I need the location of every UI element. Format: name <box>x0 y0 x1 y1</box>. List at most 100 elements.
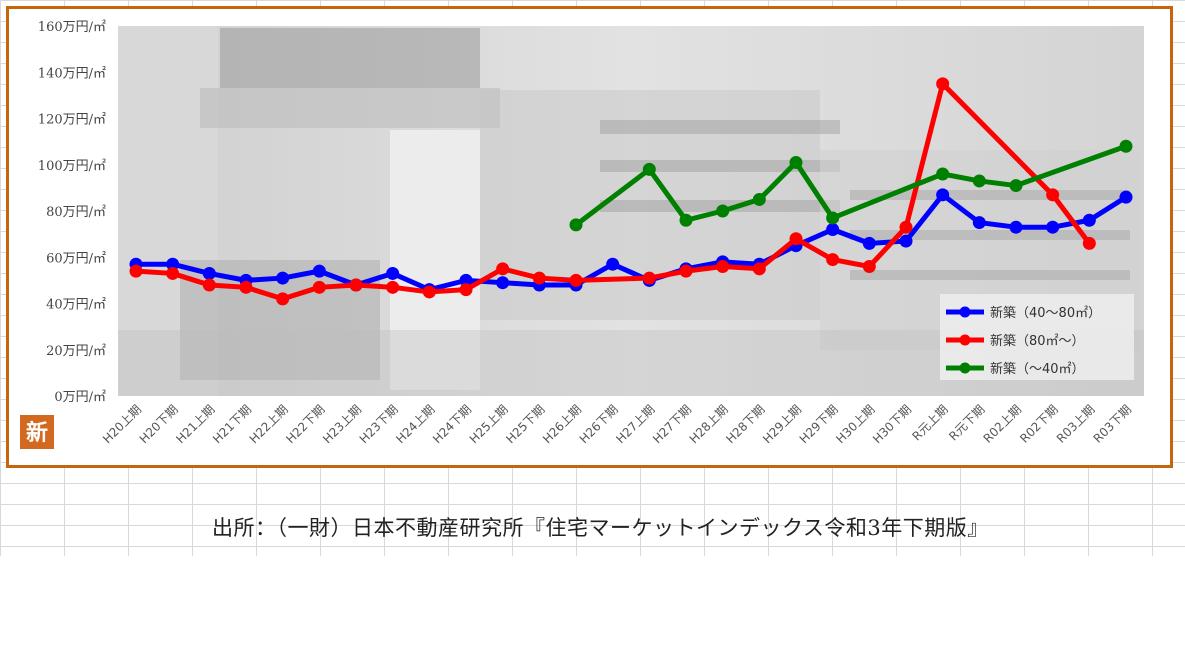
source-note: 出所：（一財）日本不動産研究所『住宅マーケットインデックス令和3年下期版』 <box>212 516 989 540</box>
x-tick-label: H23下期 <box>357 402 401 446</box>
data-point <box>276 271 290 285</box>
data-point <box>166 266 180 280</box>
data-point <box>936 188 950 202</box>
data-point <box>752 262 766 276</box>
legend-marker <box>959 306 971 318</box>
data-point <box>1046 188 1060 202</box>
legend-marker <box>959 334 971 346</box>
data-point <box>386 266 400 280</box>
x-tick-label: R02上期 <box>981 402 1025 446</box>
x-tick-label: H24上期 <box>393 402 437 446</box>
y-tick-label: 80万円/㎡ <box>46 205 106 220</box>
data-point <box>1082 236 1096 250</box>
legend-entry: 新築（80㎡～） <box>990 333 1085 349</box>
data-point <box>1046 220 1060 234</box>
data-point <box>716 260 730 273</box>
x-tick-label: H25上期 <box>467 402 511 446</box>
data-point <box>312 264 326 278</box>
data-point <box>679 213 693 227</box>
x-tick-label: H26上期 <box>540 402 584 446</box>
data-point <box>386 280 400 294</box>
data-point <box>202 266 216 280</box>
x-tick-label: R元上期 <box>910 402 951 443</box>
data-point <box>1119 190 1133 204</box>
x-tick-label: H30下期 <box>870 402 914 446</box>
y-tick-label: 60万円/㎡ <box>46 251 106 266</box>
x-tick-label: H22上期 <box>247 402 291 446</box>
data-point <box>972 174 986 188</box>
series-lines <box>129 77 1133 306</box>
legend-marker <box>959 362 971 374</box>
legend-entry: 新築（～40㎡） <box>990 361 1085 377</box>
x-tick-label: H26下期 <box>577 402 621 446</box>
data-point <box>1009 179 1023 193</box>
data-point <box>1119 139 1133 153</box>
data-point <box>239 280 253 294</box>
data-point <box>569 218 583 232</box>
data-point <box>679 264 693 278</box>
data-point <box>569 273 583 287</box>
x-tick-label: H21上期 <box>173 402 217 446</box>
data-point <box>899 234 913 248</box>
data-point <box>789 232 803 246</box>
x-tick-label: H27下期 <box>650 402 694 446</box>
data-point <box>642 271 656 285</box>
data-point <box>862 260 876 273</box>
y-tick-label: 120万円/㎡ <box>38 113 106 128</box>
data-point <box>496 262 510 276</box>
legend-entry: 新築（40～80㎡） <box>990 305 1101 321</box>
data-point <box>642 162 656 176</box>
x-tick-label: H28上期 <box>687 402 731 446</box>
y-tick-label: 0万円/㎡ <box>54 390 106 405</box>
x-tick-label: H21下期 <box>210 402 254 446</box>
data-point <box>459 283 473 297</box>
data-point <box>936 77 950 91</box>
data-point <box>606 257 620 271</box>
data-point <box>496 276 510 290</box>
data-point <box>1082 213 1096 227</box>
shin-icon-label: 新 <box>26 420 48 446</box>
x-tick-label: H29上期 <box>760 402 804 446</box>
x-tick-label: H22下期 <box>283 402 327 446</box>
y-axis-ticks: 0万円/㎡ 20万円/㎡ 40万円/㎡ 60万円/㎡ 80万円/㎡ 100万円/㎡ 120万… <box>38 20 106 405</box>
y-tick-label: 160万円/㎡ <box>38 20 106 35</box>
x-tick-label: H24下期 <box>430 402 474 446</box>
data-point <box>422 285 436 299</box>
data-point <box>862 236 876 250</box>
data-point <box>752 192 766 206</box>
data-point <box>716 204 730 218</box>
x-tick-label: H30上期 <box>833 402 877 446</box>
data-point <box>312 280 326 294</box>
data-point <box>459 273 473 287</box>
data-point <box>166 257 180 271</box>
data-point <box>972 216 986 230</box>
x-axis-ticks: H20上期H20下期H21上期H21下期H22上期H22下期H23上期H23下期… <box>100 402 1134 446</box>
data-point <box>826 253 840 267</box>
x-tick-label: H23上期 <box>320 402 364 446</box>
data-point <box>826 223 840 236</box>
data-point <box>202 278 216 292</box>
data-point <box>129 264 143 278</box>
y-tick-label: 40万円/㎡ <box>46 298 106 313</box>
x-tick-label: R02下期 <box>1017 402 1061 446</box>
y-tick-label: 140万円/㎡ <box>38 66 106 81</box>
x-tick-label: H20上期 <box>100 402 144 446</box>
shin-icon: 新 <box>20 415 54 449</box>
x-tick-label: R03上期 <box>1054 402 1098 446</box>
data-point <box>349 278 363 292</box>
data-point <box>789 155 803 169</box>
x-tick-label: R03下期 <box>1091 402 1135 446</box>
series-line-0 <box>136 192 1128 293</box>
data-point <box>532 271 546 285</box>
line-chart: 0万円/㎡ 20万円/㎡ 40万円/㎡ 60万円/㎡ 80万円/㎡ 100万円/㎡ 120万… <box>20 20 1144 449</box>
data-point <box>826 211 840 225</box>
x-tick-label: H20下期 <box>137 402 181 446</box>
data-point <box>936 167 950 181</box>
data-point <box>899 220 913 234</box>
legend: 新築（40～80㎡） 新築（80㎡～） 新築（～40㎡） <box>940 294 1134 380</box>
y-tick-label: 20万円/㎡ <box>46 344 106 359</box>
data-point <box>1009 220 1023 234</box>
x-tick-label: H27上期 <box>613 402 657 446</box>
x-tick-label: H28下期 <box>723 402 767 446</box>
data-point <box>276 292 290 306</box>
